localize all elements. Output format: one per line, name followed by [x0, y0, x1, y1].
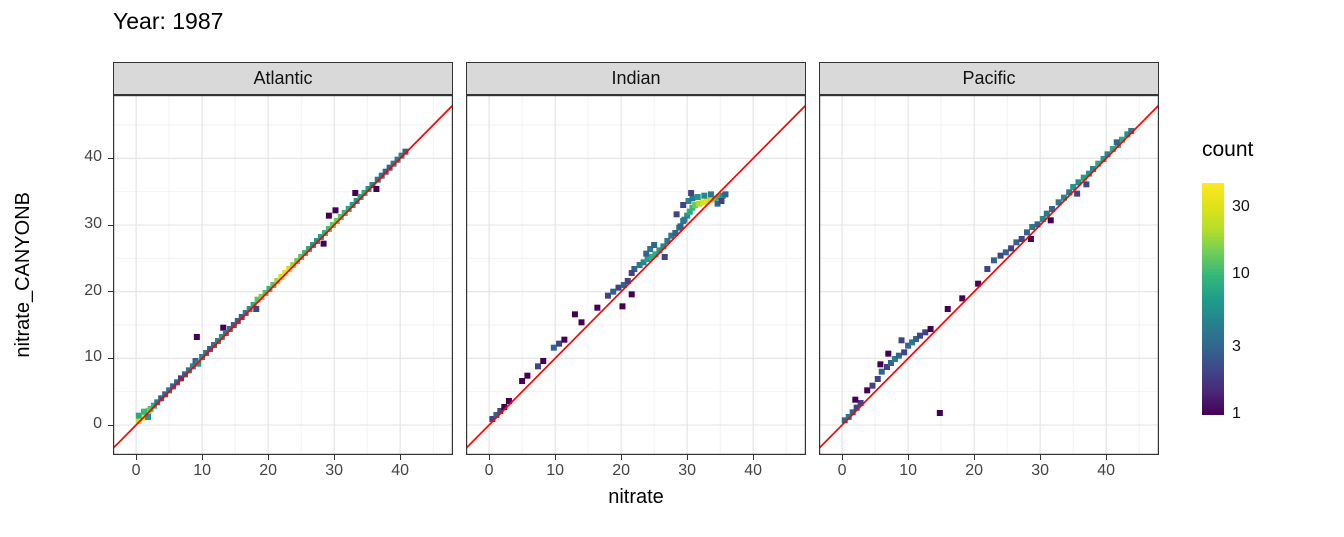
- legend-tick-label: 30: [1232, 197, 1250, 215]
- x-tick-label: 20: [965, 462, 984, 479]
- indian-plot-area: [466, 95, 806, 455]
- facet-panel-atlantic: [113, 95, 453, 455]
- facet-strip-indian: Indian: [466, 62, 806, 95]
- legend-title: count: [1202, 138, 1254, 161]
- x-tick-mark: [267, 455, 269, 460]
- x-tick-label: 40: [1097, 462, 1116, 479]
- y-tick-label: 0: [93, 415, 102, 432]
- facet-label-indian: Indian: [611, 68, 661, 88]
- x-tick-mark: [135, 455, 137, 460]
- plot-title: Year: 1987: [113, 8, 224, 34]
- facet-strip-atlantic: Atlantic: [113, 62, 453, 95]
- x-tick-mark: [554, 455, 556, 460]
- legend-tick-label: 3: [1232, 338, 1241, 356]
- pacific-plot-area: [819, 95, 1159, 455]
- x-tick-label: 40: [744, 462, 763, 479]
- facet-panel-pacific: [819, 95, 1159, 455]
- y-tick-label: 10: [84, 348, 102, 366]
- x-tick-mark: [907, 455, 909, 460]
- x-tick-label: 40: [391, 462, 410, 479]
- atlantic-plot-area: [113, 95, 453, 455]
- x-tick-mark: [841, 455, 843, 460]
- y-axis-title-text: nitrate_CANYONB: [11, 192, 34, 358]
- x-tick-label: 10: [546, 462, 565, 479]
- x-tick-label: 30: [325, 462, 344, 479]
- legend-colorbar: [1202, 183, 1224, 415]
- legend-tick-label: 10: [1232, 264, 1250, 282]
- x-tick-label: 20: [259, 462, 278, 479]
- x-tick-label: 0: [484, 462, 494, 479]
- x-tick-label: 10: [193, 462, 212, 479]
- x-tick-mark: [1105, 455, 1107, 460]
- facet-strip-pacific: Pacific: [819, 62, 1159, 95]
- x-tick-mark: [620, 455, 622, 460]
- y-tick-label: 30: [84, 215, 102, 232]
- facet-panel-indian: [466, 95, 806, 455]
- x-tick-label: 30: [678, 462, 697, 479]
- facet-label-pacific: Pacific: [962, 68, 1016, 88]
- x-tick-label: 30: [1031, 462, 1050, 479]
- x-tick-mark: [201, 455, 203, 460]
- legend-tick-label: 1: [1232, 405, 1241, 422]
- x-tick-label: 0: [837, 462, 847, 479]
- x-tick-mark: [752, 455, 754, 460]
- x-axis-title: nitrate: [608, 486, 664, 508]
- x-tick-mark: [333, 455, 335, 460]
- x-tick-mark: [488, 455, 490, 460]
- x-tick-label: 10: [899, 462, 918, 479]
- x-tick-label: 0: [131, 462, 141, 479]
- x-tick-mark: [686, 455, 688, 460]
- x-tick-mark: [399, 455, 401, 460]
- x-tick-mark: [1039, 455, 1041, 460]
- facet-label-atlantic: Atlantic: [253, 68, 313, 88]
- y-tick-label: 40: [84, 148, 102, 166]
- y-axis-title: nitrate_CANYONB: [10, 95, 36, 455]
- y-tick-label: 20: [84, 281, 102, 299]
- x-tick-label: 20: [612, 462, 631, 479]
- x-tick-mark: [973, 455, 975, 460]
